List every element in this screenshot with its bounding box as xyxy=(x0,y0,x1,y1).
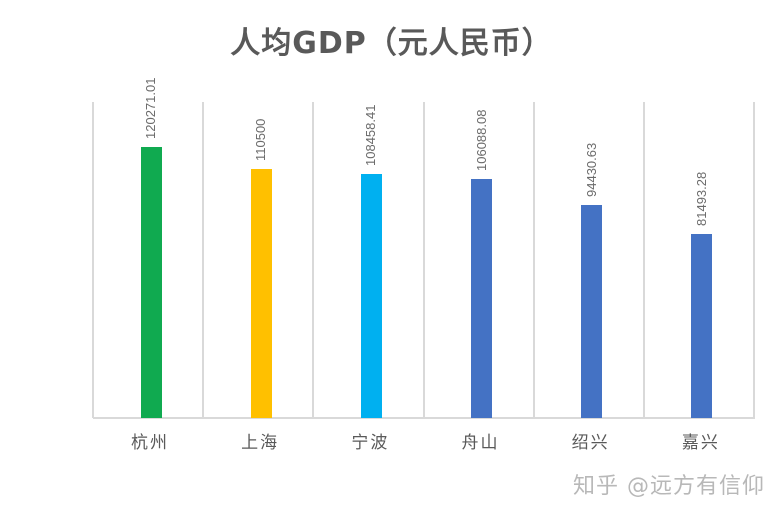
gridline xyxy=(202,102,205,418)
watermark: 知乎 @远方有信仰 xyxy=(573,474,765,499)
x-tick-label: 绍兴 xyxy=(571,433,610,453)
chart-title: 人均GDP（元人民币） xyxy=(230,26,553,61)
gridline xyxy=(532,102,535,418)
gridline xyxy=(753,102,755,418)
bar-5 xyxy=(691,234,713,418)
plot-area: 120271.01 110500 108458.41 106088.08 94430.6… xyxy=(92,78,755,419)
bar-0 xyxy=(140,147,162,418)
value-label: 81493.28 xyxy=(693,172,709,227)
gridline xyxy=(92,102,94,418)
bar-1 xyxy=(250,169,272,418)
gridline xyxy=(642,102,645,418)
x-axis-line xyxy=(93,417,755,419)
x-tick-label: 嘉兴 xyxy=(681,433,720,453)
gridline xyxy=(422,102,425,418)
value-label: 110500 xyxy=(253,118,269,162)
x-tick-label: 舟山 xyxy=(461,433,500,453)
bar-4 xyxy=(581,205,603,418)
bar-3 xyxy=(471,178,493,418)
x-tick-label: 上海 xyxy=(241,433,280,453)
bar-2 xyxy=(360,173,382,418)
value-label: 108458.41 xyxy=(363,104,379,166)
x-tick-label: 宁波 xyxy=(351,433,390,453)
value-label: 106088.08 xyxy=(473,109,489,171)
value-label: 120271.01 xyxy=(143,77,159,139)
value-label: 94430.63 xyxy=(583,142,599,198)
x-tick-label: 杭州 xyxy=(131,433,169,453)
gridline xyxy=(312,102,315,418)
